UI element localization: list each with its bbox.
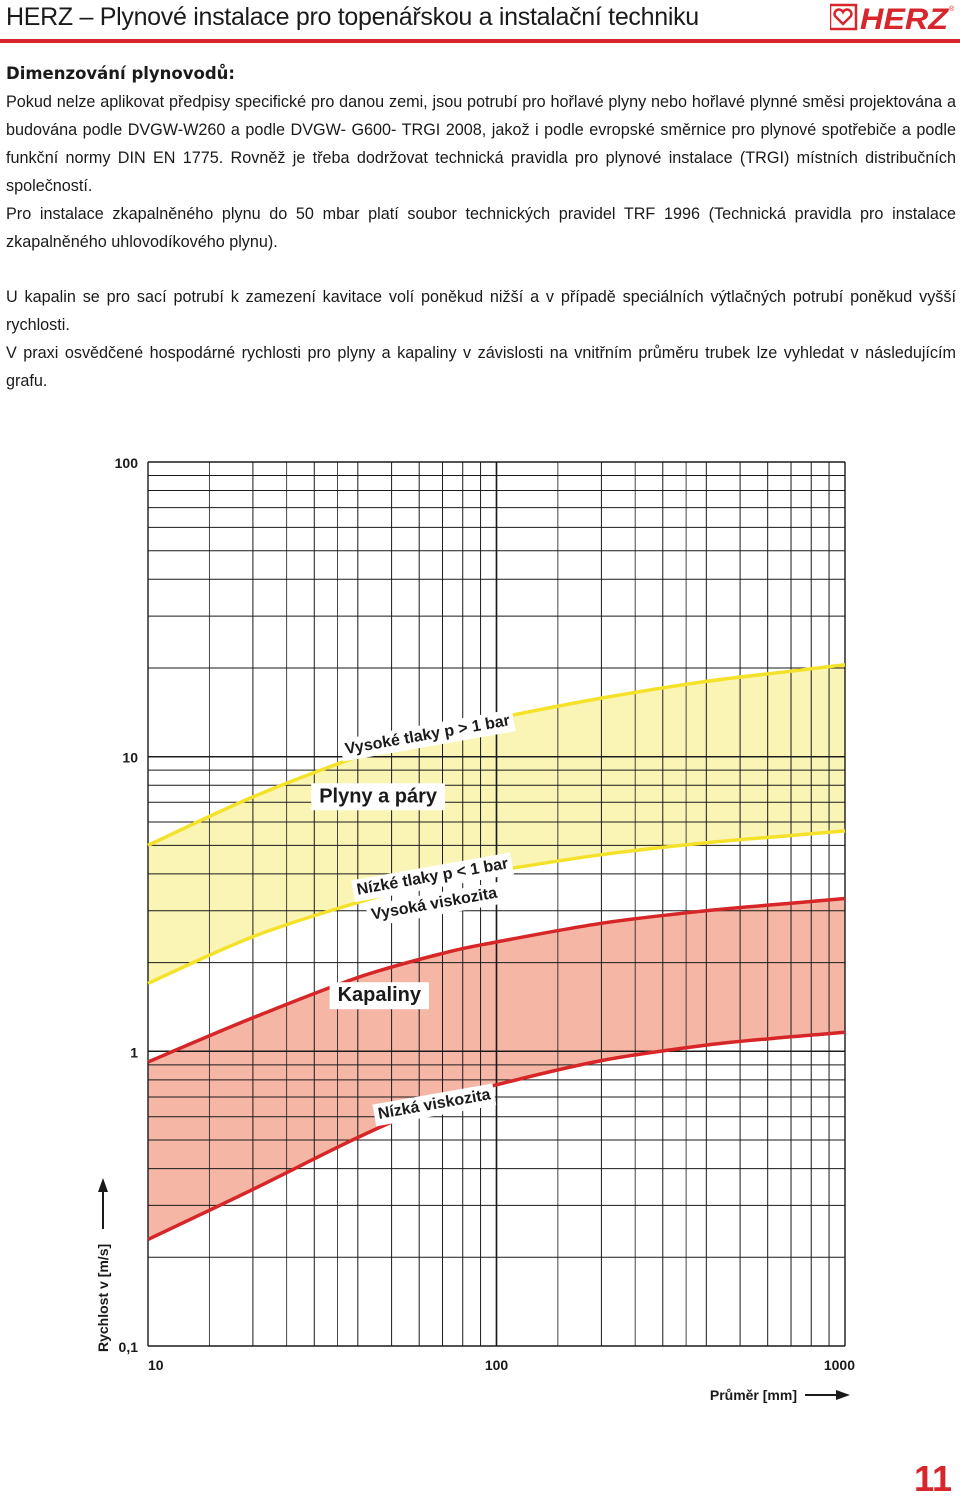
section-heading: Dimenzování plynovodů: [6, 64, 236, 83]
x-tick-label: 1000 [824, 1357, 855, 1373]
registered-mark: ® [949, 5, 955, 13]
annotation-1: Plyny a páry [311, 783, 446, 811]
annotation-4: Kapaliny [329, 982, 429, 1010]
x-axis-arrow-icon [836, 1390, 850, 1400]
y-tick-label: 10 [122, 750, 138, 766]
band-lower-line-1 [147, 1030, 846, 1241]
y-axis-label: Rychlost v [m/s] [95, 1244, 111, 1352]
y-tick-label: 100 [115, 455, 139, 471]
heart-icon [833, 8, 853, 26]
annotation-background [351, 852, 514, 903]
annotation-text: Plyny a páry [319, 785, 438, 807]
annotation-background [372, 1083, 497, 1127]
x-tick-label: 100 [485, 1357, 509, 1373]
velocity-chart: 0,1 1 10 100 10 100 1000 Průměr [mm] Rychlost v … [95, 455, 855, 1403]
text-content: Dimenzování plynovodů: Pokud nelze aplik… [6, 60, 956, 395]
y-tick-label: 0,1 [119, 1339, 139, 1355]
y-tick-label: 1 [130, 1044, 138, 1060]
paragraph-regulations: Pokud nelze aplikovat předpisy specifick… [6, 93, 956, 195]
paragraph-lpg: Pro instalace zkapalněného plynu do 50 m… [6, 205, 956, 251]
annotation-background [365, 881, 503, 927]
paragraph-graph-intro: V praxi osvědčené hospodárné rychlosti p… [6, 344, 956, 390]
band-upper-line-1 [147, 896, 846, 1064]
x-axis-label: Průměr [mm] [710, 1387, 797, 1403]
page-number: 11 [913, 1458, 952, 1499]
annotation-background [339, 709, 516, 762]
annotation-text: Kapaliny [338, 984, 422, 1006]
y-axis-arrow-icon [98, 1178, 108, 1192]
annotation-background [311, 783, 446, 811]
x-tick-label: 10 [148, 1357, 164, 1373]
logo-text: HERZ [860, 3, 950, 33]
annotation-background [329, 982, 429, 1010]
page-title: HERZ – Plynové instalace pro topenářskou… [6, 3, 699, 31]
paragraph-liquids: U kapalin se pro sací potrubí k zamezení… [6, 288, 956, 334]
header-rule [0, 39, 960, 43]
page-header: HERZ – Plynové instalace pro topenářskou… [0, 0, 960, 43]
herz-logo: HERZ ® [830, 3, 955, 33]
